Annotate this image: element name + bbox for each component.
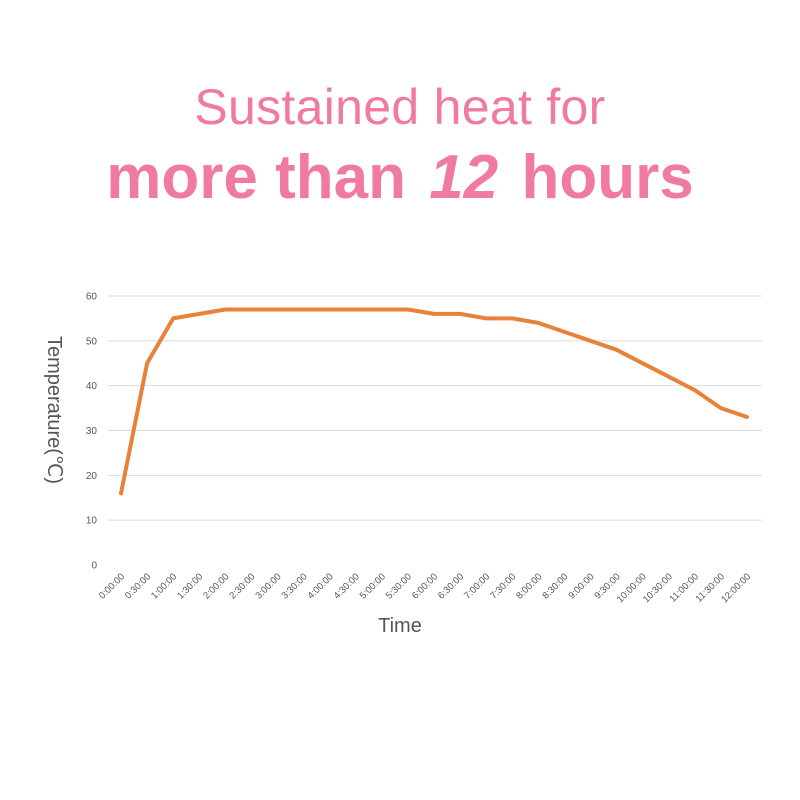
x-tick-label: 3:30:00 — [280, 571, 310, 601]
x-axis-ticks: 0:00:000:30:001:00:001:30:002:00:002:30:… — [97, 571, 753, 605]
headline-line-2: more than 12 hours — [0, 142, 800, 213]
y-tick-label: 60 — [86, 292, 98, 303]
y-tick-label: 40 — [86, 381, 98, 392]
x-tick-label: 2:30:00 — [227, 571, 257, 601]
x-tick-label: 0:30:00 — [123, 571, 153, 601]
x-tick-label: 6:30:00 — [436, 571, 466, 601]
x-tick-label: 1:00:00 — [149, 571, 179, 601]
x-tick-label: 2:00:00 — [201, 571, 231, 601]
y-axis-ticks: 0 10 20 30 40 50 60 — [86, 292, 98, 572]
x-tick-label: 3:00:00 — [253, 571, 283, 601]
x-tick-label: 7:00:00 — [462, 571, 492, 601]
headline-emphasis-a: more than — [106, 143, 407, 212]
headline-number: 12 — [429, 143, 499, 212]
y-tick-label: 20 — [86, 471, 98, 482]
x-tick-label: 6:00:00 — [410, 571, 440, 601]
x-tick-label: 4:30:00 — [332, 571, 362, 601]
headline-emphasis-b: hours — [521, 143, 694, 212]
y-tick-label: 30 — [86, 426, 98, 437]
y-tick-label: 10 — [86, 516, 98, 527]
x-tick-label: 1:30:00 — [175, 571, 205, 601]
series-line — [119, 307, 749, 496]
x-tick-label: 5:30:00 — [384, 571, 414, 601]
x-tick-label: 8:00:00 — [514, 571, 544, 601]
x-tick-label: 0:00:00 — [97, 571, 127, 601]
x-tick-label: 5:00:00 — [358, 571, 388, 601]
x-tick-label: 8:30:00 — [540, 571, 570, 601]
x-tick-label: 9:00:00 — [566, 571, 596, 601]
x-tick-label: 4:00:00 — [306, 571, 336, 601]
headline-line-1: Sustained heat for — [194, 79, 606, 135]
chart-grid — [108, 295, 762, 521]
y-tick-label: 50 — [86, 336, 98, 347]
x-axis-label: Time — [378, 615, 422, 637]
y-tick-label: 0 — [91, 561, 97, 572]
x-tick-label: 7:30:00 — [488, 571, 518, 601]
y-axis-label: Temperature(℃) — [43, 336, 65, 484]
